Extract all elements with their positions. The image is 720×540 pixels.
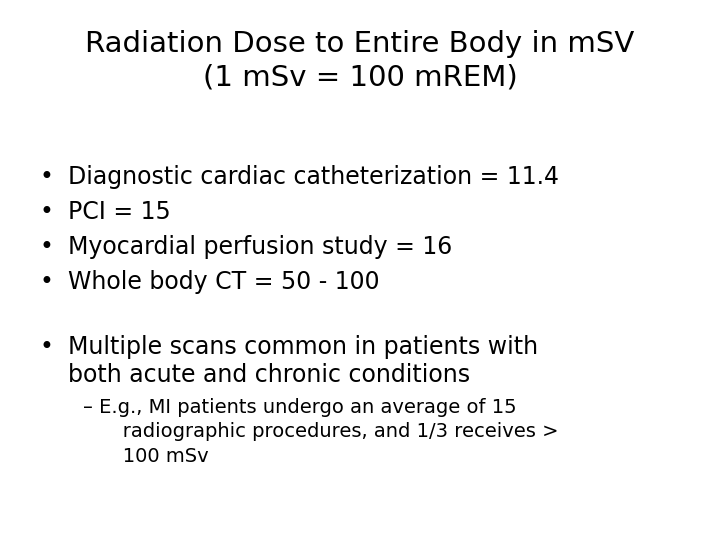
Text: both acute and chronic conditions: both acute and chronic conditions: [68, 363, 471, 387]
Text: radiographic procedures, and 1/3 receives >: radiographic procedures, and 1/3 receive…: [104, 422, 559, 441]
Text: •: •: [40, 235, 53, 259]
Text: Radiation Dose to Entire Body in mSV
(1 mSv = 100 mREM): Radiation Dose to Entire Body in mSV (1 …: [86, 30, 634, 91]
Text: •: •: [40, 270, 53, 294]
Text: – E.g., MI patients undergo an average of 15: – E.g., MI patients undergo an average o…: [83, 398, 516, 417]
Text: •: •: [40, 200, 53, 224]
Text: •: •: [40, 165, 53, 188]
Text: Whole body CT = 50 - 100: Whole body CT = 50 - 100: [68, 270, 380, 294]
Text: Multiple scans common in patients with: Multiple scans common in patients with: [68, 335, 539, 359]
Text: 100 mSv: 100 mSv: [104, 447, 209, 465]
Text: Diagnostic cardiac catheterization = 11.4: Diagnostic cardiac catheterization = 11.…: [68, 165, 559, 188]
Text: PCI = 15: PCI = 15: [68, 200, 171, 224]
Text: Myocardial perfusion study = 16: Myocardial perfusion study = 16: [68, 235, 453, 259]
Text: •: •: [40, 335, 53, 359]
